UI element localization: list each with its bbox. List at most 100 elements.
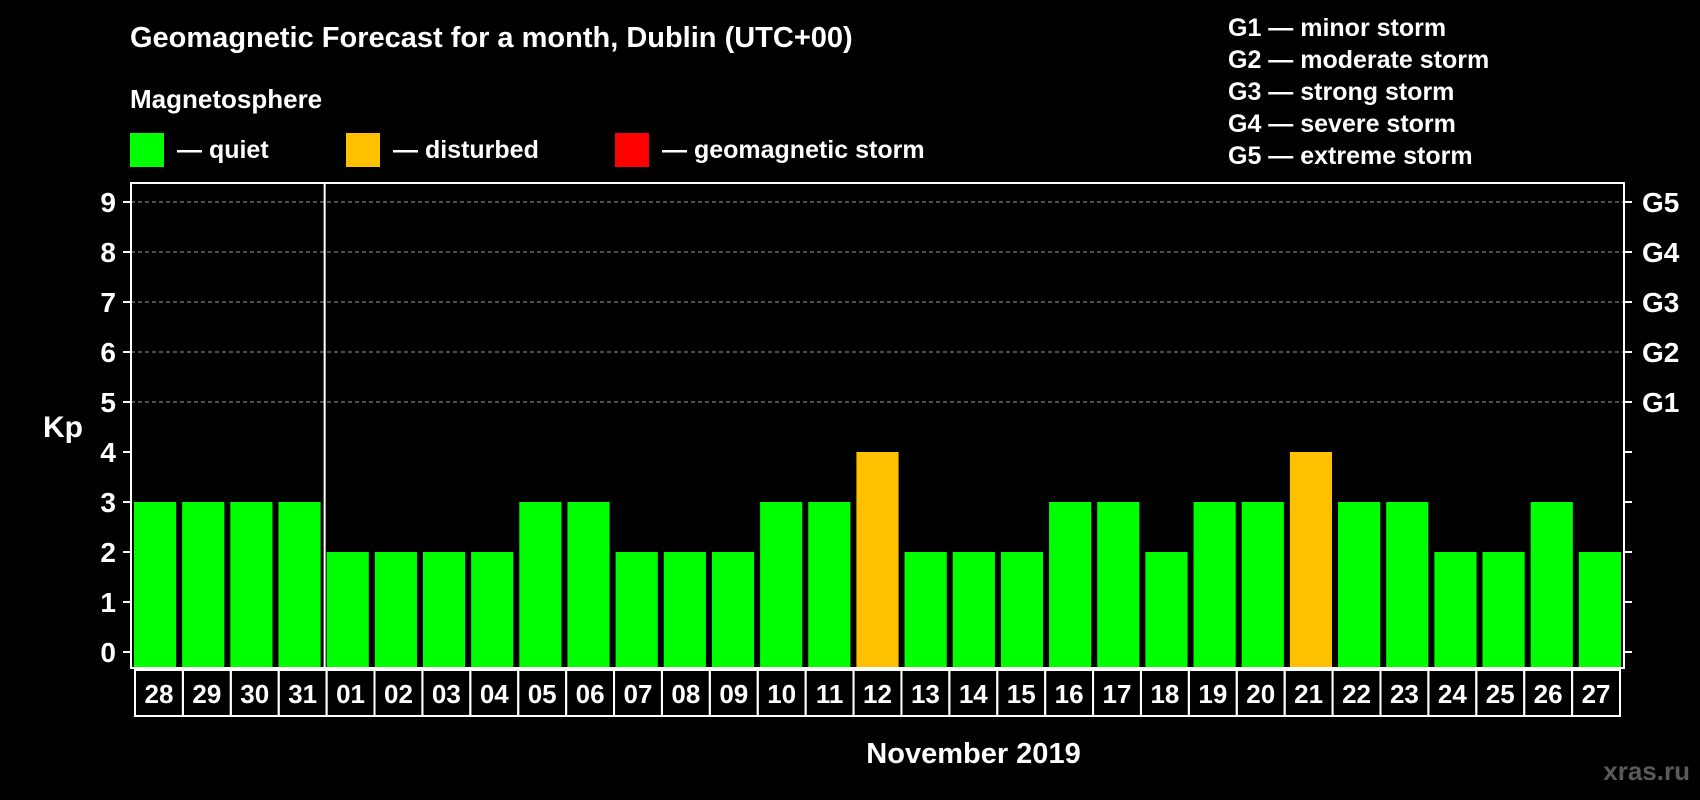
x-tick-label-29: 29 — [192, 679, 221, 709]
bar-06 — [567, 502, 610, 667]
y-tick-label-3: 3 — [100, 487, 116, 518]
legend-quiet-swatch — [130, 133, 164, 167]
x-tick-label-15: 15 — [1007, 679, 1036, 709]
legend-disturbed: — disturbed — [346, 133, 539, 167]
x-tick-label-09: 09 — [719, 679, 748, 709]
x-axis-label: November 2019 — [866, 738, 1080, 770]
y-tick-label-2: 2 — [100, 537, 116, 568]
bar-04 — [471, 552, 514, 667]
x-tick-label-28: 28 — [144, 679, 173, 709]
bar-30 — [230, 502, 273, 667]
x-tick-label-26: 26 — [1534, 679, 1563, 709]
bar-23 — [1386, 502, 1429, 667]
bar-12 — [856, 452, 899, 667]
x-tick-label-24: 24 — [1438, 679, 1467, 709]
x-tick-label-18: 18 — [1150, 679, 1179, 709]
legend-quiet: — quiet — [130, 133, 269, 167]
bar-13 — [904, 552, 947, 667]
x-tick-label-10: 10 — [767, 679, 796, 709]
y-tick-label-0: 0 — [100, 637, 116, 668]
x-tick-label-25: 25 — [1486, 679, 1515, 709]
bar-20 — [1241, 502, 1284, 667]
y-tick-label-9: 9 — [100, 187, 116, 218]
bar-07 — [615, 552, 658, 667]
bar-17 — [1097, 502, 1140, 667]
chart-subtitle: Magnetosphere — [130, 84, 323, 114]
bar-08 — [663, 552, 706, 667]
x-tick-label-22: 22 — [1342, 679, 1371, 709]
x-tick-label-20: 20 — [1246, 679, 1275, 709]
legend-disturbed-swatch — [346, 133, 380, 167]
x-tick-label-12: 12 — [863, 679, 892, 709]
date-cell-27 — [1571, 669, 1622, 717]
y-axis-label: Kp — [43, 411, 83, 444]
x-tick-label-04: 04 — [480, 679, 509, 709]
watermark: xras.ru — [1603, 756, 1690, 786]
x-tick-label-30: 30 — [240, 679, 269, 709]
bar-28 — [134, 502, 177, 667]
bar-24 — [1434, 552, 1477, 667]
storm-level-list: G1 — minor storm G2 — moderate storm G3 … — [1228, 12, 1489, 172]
x-tick-label-27: 27 — [1582, 679, 1611, 709]
x-tick-label-31: 31 — [288, 679, 317, 709]
y-tick-label-6: 6 — [100, 337, 116, 368]
bar-29 — [182, 502, 225, 667]
x-tick-label-19: 19 — [1198, 679, 1227, 709]
x-tick-label-01: 01 — [336, 679, 365, 709]
bar-09 — [711, 552, 755, 667]
bar-02 — [374, 552, 417, 667]
y-tick-label-4: 4 — [100, 437, 116, 468]
x-tick-label-13: 13 — [911, 679, 940, 709]
legend-storm-swatch — [615, 133, 649, 167]
bar-03 — [422, 552, 466, 667]
right-tick-label-g2: G2 — [1642, 337, 1679, 368]
x-tick-label-08: 08 — [671, 679, 700, 709]
bar-10 — [760, 502, 803, 667]
bar-01 — [326, 552, 369, 667]
legend-disturbed-label: — disturbed — [393, 135, 539, 164]
y-tick-label-1: 1 — [100, 587, 116, 618]
bar-14 — [952, 552, 995, 667]
bar-18 — [1145, 552, 1188, 667]
bar-31 — [278, 502, 321, 667]
legend-storm: — geomagnetic storm — [615, 133, 925, 167]
bar-05 — [519, 502, 562, 667]
bar-19 — [1193, 502, 1236, 667]
bar-11 — [808, 502, 851, 667]
y-tick-label-8: 8 — [100, 237, 116, 268]
storm-level-g1: G1 — minor storm — [1228, 14, 1447, 42]
chart-title: Geomagnetic Forecast for a month, Dublin… — [130, 22, 853, 54]
y-tick-label-5: 5 — [100, 387, 116, 418]
x-tick-label-07: 07 — [624, 679, 653, 709]
bar-22 — [1338, 502, 1381, 667]
x-tick-label-05: 05 — [528, 679, 557, 709]
plot-frame — [130, 182, 1625, 669]
storm-level-g3: G3 — strong storm — [1228, 78, 1455, 106]
storm-level-g2: G2 — moderate storm — [1228, 46, 1490, 74]
x-tick-label-03: 03 — [432, 679, 461, 709]
x-tick-label-23: 23 — [1390, 679, 1419, 709]
bar-26 — [1530, 502, 1573, 667]
bar-21 — [1289, 452, 1333, 667]
x-tick-label-11: 11 — [816, 679, 844, 709]
right-tick-label-g5: G5 — [1642, 187, 1679, 218]
right-tick-label-g1: G1 — [1642, 387, 1679, 418]
x-tick-label-02: 02 — [384, 679, 413, 709]
legend-storm-label: — geomagnetic storm — [662, 135, 925, 164]
x-tick-label-21: 21 — [1294, 679, 1323, 709]
y-tick-label-7: 7 — [100, 287, 116, 318]
bar-15 — [1000, 552, 1044, 667]
x-tick-label-17: 17 — [1103, 679, 1132, 709]
right-tick-label-g3: G3 — [1642, 287, 1679, 318]
x-tick-label-16: 16 — [1055, 679, 1084, 709]
legend-quiet-label: — quiet — [177, 135, 269, 164]
storm-level-g4: G4 — severe storm — [1228, 110, 1456, 138]
bar-27 — [1578, 552, 1621, 667]
bar-16 — [1049, 502, 1092, 667]
right-tick-label-g4: G4 — [1642, 237, 1680, 268]
storm-level-g5: G5 — extreme storm — [1228, 142, 1473, 170]
bar-25 — [1482, 552, 1525, 667]
x-tick-label-06: 06 — [576, 679, 605, 709]
x-tick-label-14: 14 — [959, 679, 988, 709]
